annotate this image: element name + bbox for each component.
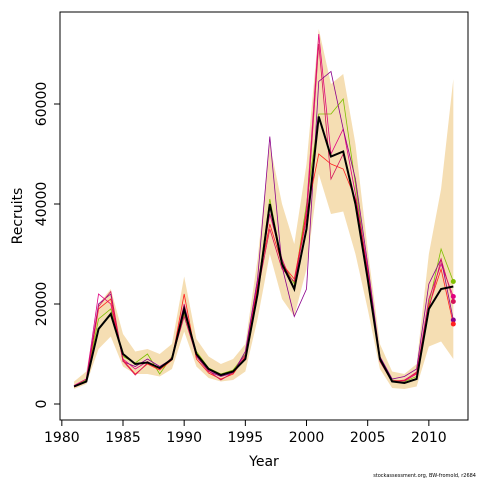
x-tick-label: 2000 xyxy=(289,430,325,446)
x-tick-label: 1990 xyxy=(166,430,202,446)
y-tick-label: 40000 xyxy=(34,182,50,227)
end-point xyxy=(450,321,456,327)
x-tick-label: 1995 xyxy=(228,430,264,446)
end-point xyxy=(450,279,456,284)
end-point xyxy=(450,317,456,323)
series-line xyxy=(73,116,454,388)
end-point xyxy=(450,294,456,299)
x-axis-label: Year xyxy=(248,454,279,470)
y-axis-label: Recruits xyxy=(10,188,26,245)
x-tick-label: 2005 xyxy=(350,430,386,446)
x-tick-label: 1985 xyxy=(105,430,141,446)
end-point xyxy=(450,299,456,304)
y-tick-label: 60000 xyxy=(34,82,50,127)
y-tick-label: 0 xyxy=(34,400,50,409)
series-line xyxy=(73,70,454,387)
x-tick-label: 2010 xyxy=(411,430,447,446)
footnote: stockassessment.org, BW-fromold, r2684 xyxy=(373,473,476,479)
y-tick-label: 20000 xyxy=(34,282,50,327)
plot-frame xyxy=(59,11,469,421)
x-tick-label: 1980 xyxy=(44,430,80,446)
